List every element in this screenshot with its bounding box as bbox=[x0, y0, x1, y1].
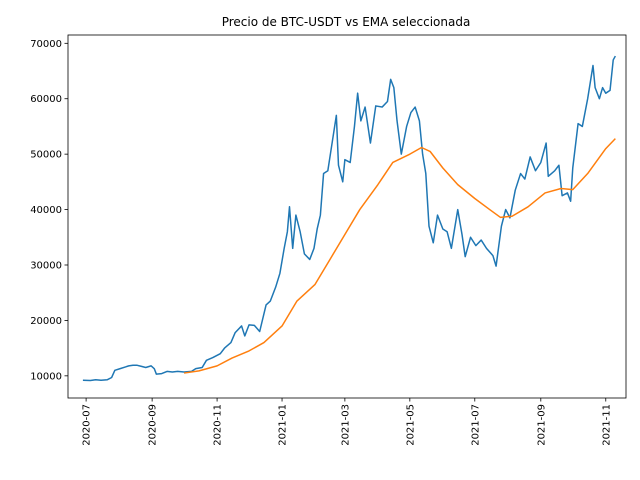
y-tick-label: 50000 bbox=[30, 150, 62, 161]
y-tick-label: 40000 bbox=[30, 205, 62, 216]
x-tick-label: 2021-03 bbox=[340, 404, 351, 446]
plot-frame bbox=[67, 34, 627, 399]
x-tick-label: 2020-11 bbox=[213, 404, 224, 446]
plot-area bbox=[67, 34, 627, 399]
x-tick-label: 2020-07 bbox=[82, 404, 93, 446]
chart-title: Precio de BTC-USDT vs EMA seleccionada bbox=[222, 15, 471, 29]
x-tick-label: 2021-01 bbox=[278, 404, 289, 446]
y-tick-label: 10000 bbox=[30, 371, 62, 382]
x-tick-label: 2020-09 bbox=[148, 404, 159, 446]
x-tick-label: 2021-07 bbox=[470, 404, 481, 446]
y-axis: 10000 20000 30000 40000 50000 60000 70000 bbox=[30, 39, 68, 382]
y-tick-label: 70000 bbox=[30, 39, 62, 50]
x-tick-label: 2021-05 bbox=[405, 404, 416, 446]
y-tick-label: 20000 bbox=[30, 316, 62, 327]
y-tick-label: 30000 bbox=[30, 260, 62, 271]
series-line-1 bbox=[183, 138, 616, 374]
x-axis: 2020-07 2020-09 2020-11 2021-01 2021-03 2021-… bbox=[82, 398, 612, 446]
x-tick-label: 2021-11 bbox=[601, 404, 612, 446]
y-tick-label: 60000 bbox=[30, 94, 62, 105]
series-layer bbox=[82, 55, 617, 382]
x-tick-label: 2021-09 bbox=[536, 404, 547, 446]
series-line-0 bbox=[82, 55, 617, 382]
